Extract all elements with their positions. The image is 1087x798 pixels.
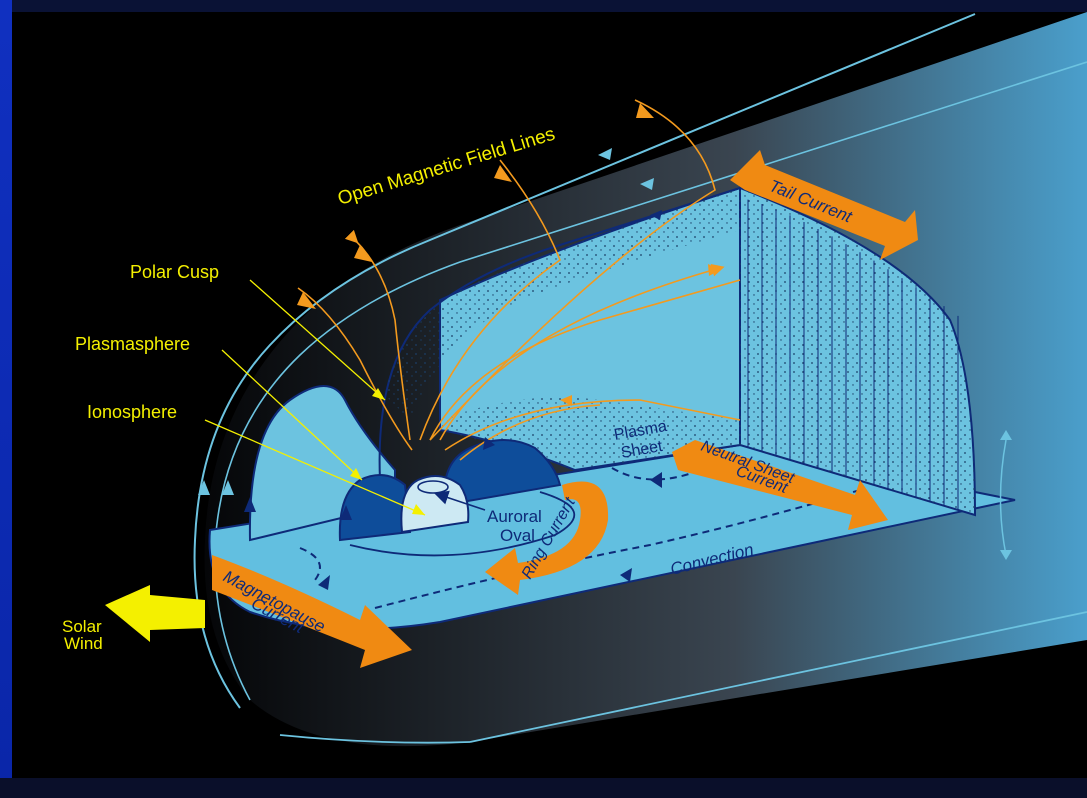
tail-bottom-line [469,611,1087,743]
magnetopause-outer-line-2 [213,61,1087,701]
auroral-label-2: Oval [500,526,535,545]
cusp-dots [385,188,740,420]
convection-paths [299,467,861,609]
inner-orbit-line [349,491,576,557]
auroral-pointer [433,490,486,511]
pointer-arrowheads [350,388,425,515]
frame-left [0,0,12,798]
tail-wall-field-lines [747,199,959,510]
nightside-inner-boundary [378,187,741,481]
tail-current-arrow [730,150,918,260]
solar-wind-label-2: Wind [64,634,103,653]
label-pointers [204,279,426,516]
tail-bottom-line-2 [279,734,471,744]
polar-cusp-label: Polar Cusp [130,262,219,282]
ionosphere-label: Ionosphere [87,402,177,422]
open-field-lines [297,99,741,461]
ring-current-arrow [485,481,609,595]
open-field-lines-label: Open Magnetic Field Lines [335,124,557,210]
solar-wind-label-1: Solar [62,617,102,636]
plasma-sheet-dots [440,397,740,470]
auroral-oval-ring [417,480,449,494]
plasmasphere-label: Plasmasphere [75,334,190,354]
auroral-label-1: Auroral [487,507,542,526]
tail-flank-arrow [999,439,1007,556]
field-line-arrowheads [297,103,720,406]
earth-ionosphere [400,475,470,534]
magnetopause-current-arrow [212,555,412,668]
convection-arrowheads [244,210,662,590]
frame-bottom [0,778,1087,798]
solar-wind-arrow [105,585,205,642]
plasmasphere-right-lobe [443,439,562,507]
plasmasphere-left-lobe [338,474,412,542]
frame-top [0,0,1087,12]
neutral-sheet-current-arrow [672,440,888,530]
outer-field-arrows [198,148,1012,560]
